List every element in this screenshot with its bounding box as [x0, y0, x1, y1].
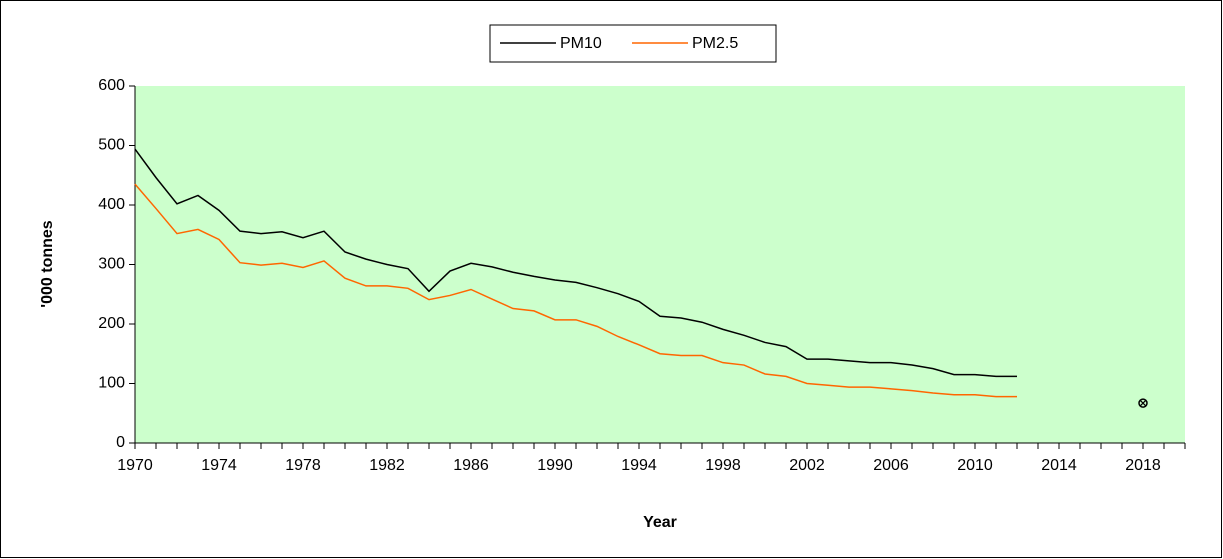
legend: PM10 PM2.5 — [489, 24, 777, 63]
x-tick-label: 1978 — [285, 457, 321, 474]
y-tick-label: 100 — [98, 375, 125, 392]
y-tick-label: 200 — [98, 315, 125, 332]
y-axis-label: '000 tonnes — [39, 220, 56, 307]
x-tick-label: 2018 — [1125, 457, 1161, 474]
plot-area — [135, 86, 1185, 443]
target-cross — [1139, 399, 1147, 407]
legend-label: PM2.5 — [692, 35, 738, 52]
x-tick-label: 1990 — [537, 457, 573, 474]
x-tick-label: 2010 — [957, 457, 993, 474]
y-tick-label: 400 — [98, 196, 125, 213]
x-tick-label: 2002 — [789, 457, 825, 474]
y-tick-label: 600 — [98, 77, 125, 94]
x-tick-label: 1994 — [621, 457, 657, 474]
target-circle — [1138, 398, 1148, 408]
x-axis-label: Year — [643, 514, 677, 531]
legend-label: PM10 — [560, 35, 602, 52]
series-line — [134, 183, 1017, 398]
y-tick-label: 0 — [116, 434, 125, 451]
x-tick-label: 1970 — [117, 457, 153, 474]
target-marker — [1138, 398, 1148, 408]
x-tick-label: 2006 — [873, 457, 909, 474]
x-tick-label: 1986 — [453, 457, 489, 474]
x-tick-label: 2014 — [1041, 457, 1077, 474]
x-tick-label: 1998 — [705, 457, 741, 474]
series-line — [134, 148, 1017, 378]
y-tick-label: 500 — [98, 137, 125, 154]
x-tick-label: 1974 — [201, 457, 237, 474]
x-tick-label: 1982 — [369, 457, 405, 474]
y-tick-label: 300 — [98, 256, 125, 273]
